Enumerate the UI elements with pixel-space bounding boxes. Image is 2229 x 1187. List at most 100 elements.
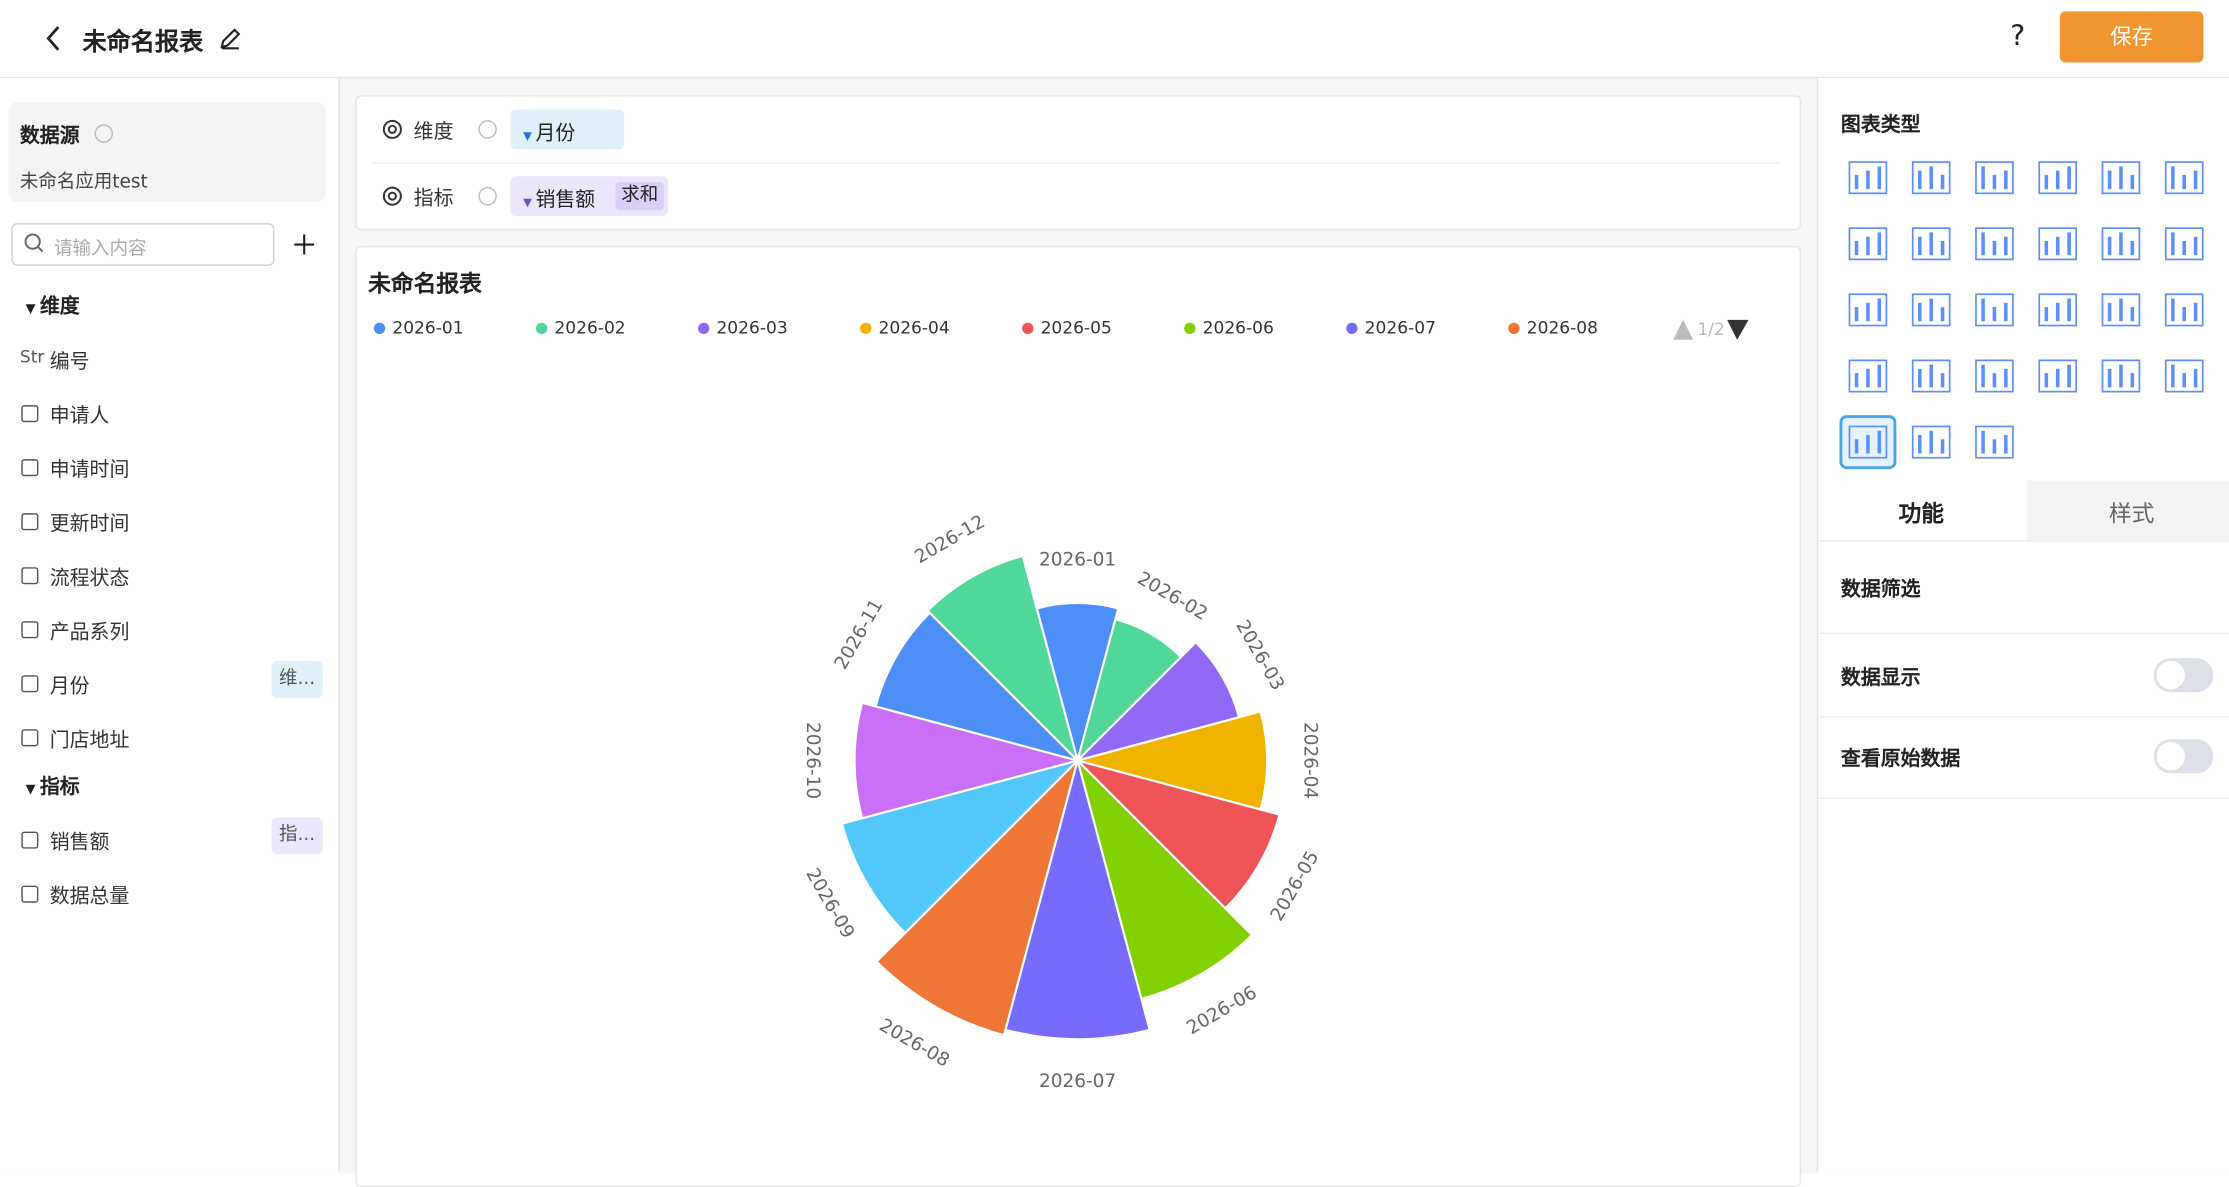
- chart-type-icon: [1975, 359, 2014, 393]
- chart-type-grid: [1839, 161, 2204, 470]
- chart-type-icon: [2101, 227, 2141, 261]
- legend-label: 2026-01: [392, 318, 463, 338]
- field-type: Str: [19, 346, 45, 367]
- dimension-field: ▼ 月份: [523, 122, 576, 145]
- category-label: 2026-07: [1039, 1071, 1116, 1092]
- rose-sector: [1073, 710, 1269, 811]
- legend-label: 2026-08: [1527, 318, 1598, 338]
- field-icon: [21, 459, 39, 477]
- field-name[interactable]: 编号: [49, 351, 90, 374]
- legend-label: 2026-02: [554, 318, 625, 338]
- field-name[interactable]: 流程状态: [49, 567, 130, 590]
- category-label: 2026-03: [1231, 617, 1288, 694]
- chart-type-icon: [2101, 359, 2141, 393]
- chart-type-icon: [1975, 425, 2014, 459]
- help-icon[interactable]: [94, 124, 114, 144]
- field-icon: [21, 885, 39, 903]
- dimension-label: 维度: [413, 120, 454, 144]
- add-button[interactable]: [291, 232, 317, 258]
- chart-type-icon: [1911, 293, 1951, 327]
- field-name[interactable]: 申请时间: [49, 459, 130, 482]
- category-label: 2026-05: [1267, 847, 1324, 924]
- search-box[interactable]: [11, 223, 275, 266]
- dimension-chip[interactable]: [510, 109, 625, 150]
- field-icon: [21, 513, 39, 531]
- rose-sector: [1073, 640, 1241, 763]
- metric-label: 指标: [413, 187, 454, 211]
- search-placeholder: 请输入内容: [54, 238, 147, 261]
- category-label: 2026-11: [831, 596, 888, 673]
- help-icon[interactable]: [478, 119, 498, 139]
- chart-type-icon: [2038, 161, 2078, 195]
- metric-field-text: 销售额: [535, 189, 596, 212]
- metric-heading-text: 指标: [39, 776, 80, 799]
- chart-type-icon: [1911, 359, 1951, 393]
- chart-type-icon: [2038, 293, 2078, 327]
- legend-marker: [1184, 322, 1196, 335]
- dimension-heading-text: 维度: [39, 295, 80, 319]
- setting-label: 查看原始数据: [1840, 747, 1961, 771]
- category-label: 2026-01: [1039, 549, 1116, 570]
- field-name[interactable]: 产品系列: [49, 621, 130, 644]
- chart-type-icon: [2164, 227, 2204, 261]
- rose-sector: [926, 554, 1080, 765]
- field-name[interactable]: 数据总量: [49, 885, 130, 909]
- toggle-knob: [2156, 742, 2185, 771]
- field-name[interactable]: 月份: [49, 675, 90, 698]
- chart-type-icon: [2101, 161, 2141, 195]
- help-icon[interactable]: [478, 186, 498, 206]
- dimension-field-text: 月份: [535, 122, 576, 145]
- field-name[interactable]: 更新时间: [49, 513, 130, 536]
- chart: 2026-01 2026-02 2026-03 2026-04 2026-05 2026-…: [373, 318, 1749, 1092]
- legend-label: 2026-04: [879, 318, 950, 338]
- legend-label: 2026-05: [1041, 318, 1112, 338]
- category-label: 2026-02: [1134, 568, 1211, 625]
- legend-label: 2026-06: [1203, 318, 1274, 338]
- setting-label: 数据显示: [1840, 666, 1921, 690]
- legend-marker: [535, 322, 548, 335]
- category-label: 2026-08: [876, 1015, 953, 1072]
- category-label: 2026-09: [801, 865, 858, 942]
- category-label: 2026-12: [911, 511, 988, 568]
- tab[interactable]: 样式: [2108, 500, 2155, 528]
- field-icon: [21, 405, 39, 423]
- chart-type-icon: [2101, 293, 2141, 327]
- legend-marker: [1346, 322, 1358, 335]
- field-tag: 指...: [271, 817, 323, 855]
- chart-type-heading: 图表类型: [1840, 113, 1921, 137]
- category-label: 2026-06: [1183, 982, 1260, 1039]
- setting-label: 数据筛选: [1840, 578, 1921, 602]
- field-name[interactable]: 申请人: [49, 405, 110, 428]
- edit-icon[interactable]: [217, 26, 243, 52]
- field-icon: [21, 729, 39, 747]
- source-label: 数据源: [19, 125, 80, 148]
- chart-type-icon: [1975, 161, 2014, 195]
- tabs: [1818, 480, 2229, 542]
- source-name: 未命名应用test: [19, 172, 148, 194]
- save-button[interactable]: 保存: [2059, 11, 2204, 63]
- category-label: 2026-04: [1300, 722, 1321, 799]
- tab[interactable]: 功能: [1898, 500, 1944, 528]
- chart-type-icon: [1911, 425, 1951, 459]
- field-name[interactable]: 门店地址: [49, 729, 130, 753]
- right-panel: [1816, 78, 2229, 1173]
- gear-icon: [382, 119, 402, 139]
- metric-agg[interactable]: 求和: [615, 181, 664, 211]
- legend-prev: [1673, 319, 1694, 340]
- chart-type-icon: [2164, 359, 2204, 393]
- chart-type-icon: [1848, 425, 1888, 459]
- chart-type-icon: [2164, 161, 2204, 195]
- back-button[interactable]: [40, 23, 68, 54]
- report-title: 未命名报表: [82, 28, 204, 57]
- field-name[interactable]: 销售额: [49, 831, 110, 855]
- legend-page: 1/2: [1697, 320, 1724, 340]
- dimension-heading: ▼ 维度: [25, 295, 80, 319]
- chart-type-icon: [2038, 227, 2078, 261]
- legend-label: 2026-07: [1365, 318, 1436, 338]
- help[interactable]: ?: [2010, 18, 2026, 53]
- legend-marker: [1022, 322, 1034, 335]
- tab-background: [2027, 480, 2229, 541]
- header: [0, 0, 2229, 79]
- chart-type-icon: [1911, 161, 1951, 195]
